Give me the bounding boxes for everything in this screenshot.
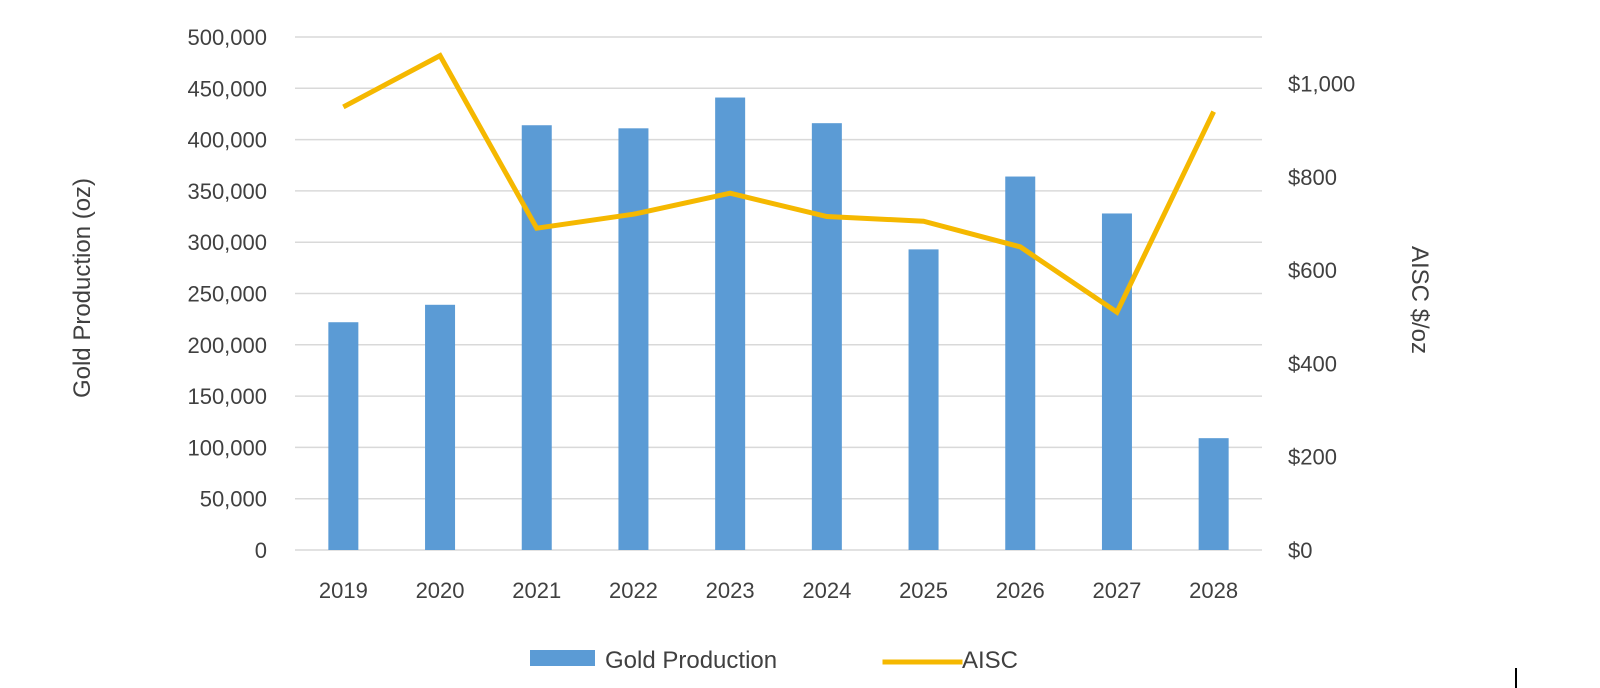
y-tick-label: 150,000 — [187, 384, 267, 409]
y-tick-label: 450,000 — [187, 76, 267, 101]
bar — [1101, 213, 1132, 551]
x-tick-label: 2020 — [416, 578, 465, 603]
y-tick-label: 250,000 — [187, 282, 267, 307]
y-tick-label: 400,000 — [187, 128, 267, 153]
y2-tick-label: $1,000 — [1288, 72, 1355, 97]
aisc-line-series — [342, 52, 1216, 316]
aisc-line — [342, 52, 1216, 316]
x-tick-label: 2021 — [512, 578, 561, 603]
x-tick-label: 2022 — [609, 578, 658, 603]
x-tick-label: 2023 — [706, 578, 755, 603]
legend-swatch-gold-production — [530, 650, 595, 666]
y2-tick-label: $400 — [1288, 351, 1337, 376]
text-cursor — [1515, 668, 1517, 688]
y-axis-title: Gold Production (oz) — [69, 178, 96, 398]
y-tick-label: 50,000 — [200, 487, 267, 512]
bar — [715, 97, 746, 550]
x-tick-label: 2026 — [996, 578, 1045, 603]
bar — [811, 123, 842, 551]
x-tick-label: 2024 — [802, 578, 851, 603]
y-tick-label: 100,000 — [187, 435, 267, 460]
y2-tick-label: $800 — [1288, 165, 1337, 190]
bar — [425, 304, 456, 550]
x-tick-label: 2028 — [1189, 578, 1238, 603]
x-tick-label: 2027 — [1092, 578, 1141, 603]
y-tick-label: 350,000 — [187, 179, 267, 204]
y2-axis-title: AISC $/oz — [1406, 246, 1433, 354]
right-axis-ticks: $0 $200 $400 $600 $800 $1,000 — [1288, 72, 1355, 563]
y-tick-label: 0 — [255, 538, 267, 563]
bar — [1005, 176, 1036, 550]
gridlines — [295, 36, 1262, 551]
y2-tick-label: $600 — [1288, 258, 1337, 283]
y-tick-label: 300,000 — [187, 230, 267, 255]
x-axis-ticks: 2019 2020 2021 2022 2023 2024 2025 2026 2027 2028 — [319, 578, 1238, 603]
legend: Gold Production AISC — [530, 647, 1018, 674]
legend-label-gold-production: Gold Production — [605, 647, 777, 674]
bar — [618, 128, 649, 550]
y-tick-label: 200,000 — [187, 333, 267, 358]
y-tick-label: 500,000 — [187, 25, 267, 50]
left-axis-ticks: 0 50,000 100,000 150,000 200,000 250,000 300,0… — [187, 25, 267, 563]
y2-tick-label: $0 — [1288, 538, 1312, 563]
bar — [908, 249, 939, 550]
gold-production-bars — [328, 97, 1229, 551]
x-tick-label: 2025 — [899, 578, 948, 603]
x-tick-label: 2019 — [319, 578, 368, 603]
bar — [1198, 438, 1229, 550]
legend-label-aisc: AISC — [962, 647, 1018, 674]
bar — [328, 322, 359, 550]
bar — [521, 125, 552, 551]
y2-tick-label: $200 — [1288, 445, 1337, 470]
